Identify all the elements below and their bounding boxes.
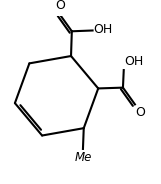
- Text: O: O: [55, 0, 65, 12]
- Text: O: O: [136, 106, 146, 119]
- Text: OH: OH: [125, 56, 144, 68]
- Text: OH: OH: [93, 23, 113, 36]
- Text: Me: Me: [74, 151, 92, 164]
